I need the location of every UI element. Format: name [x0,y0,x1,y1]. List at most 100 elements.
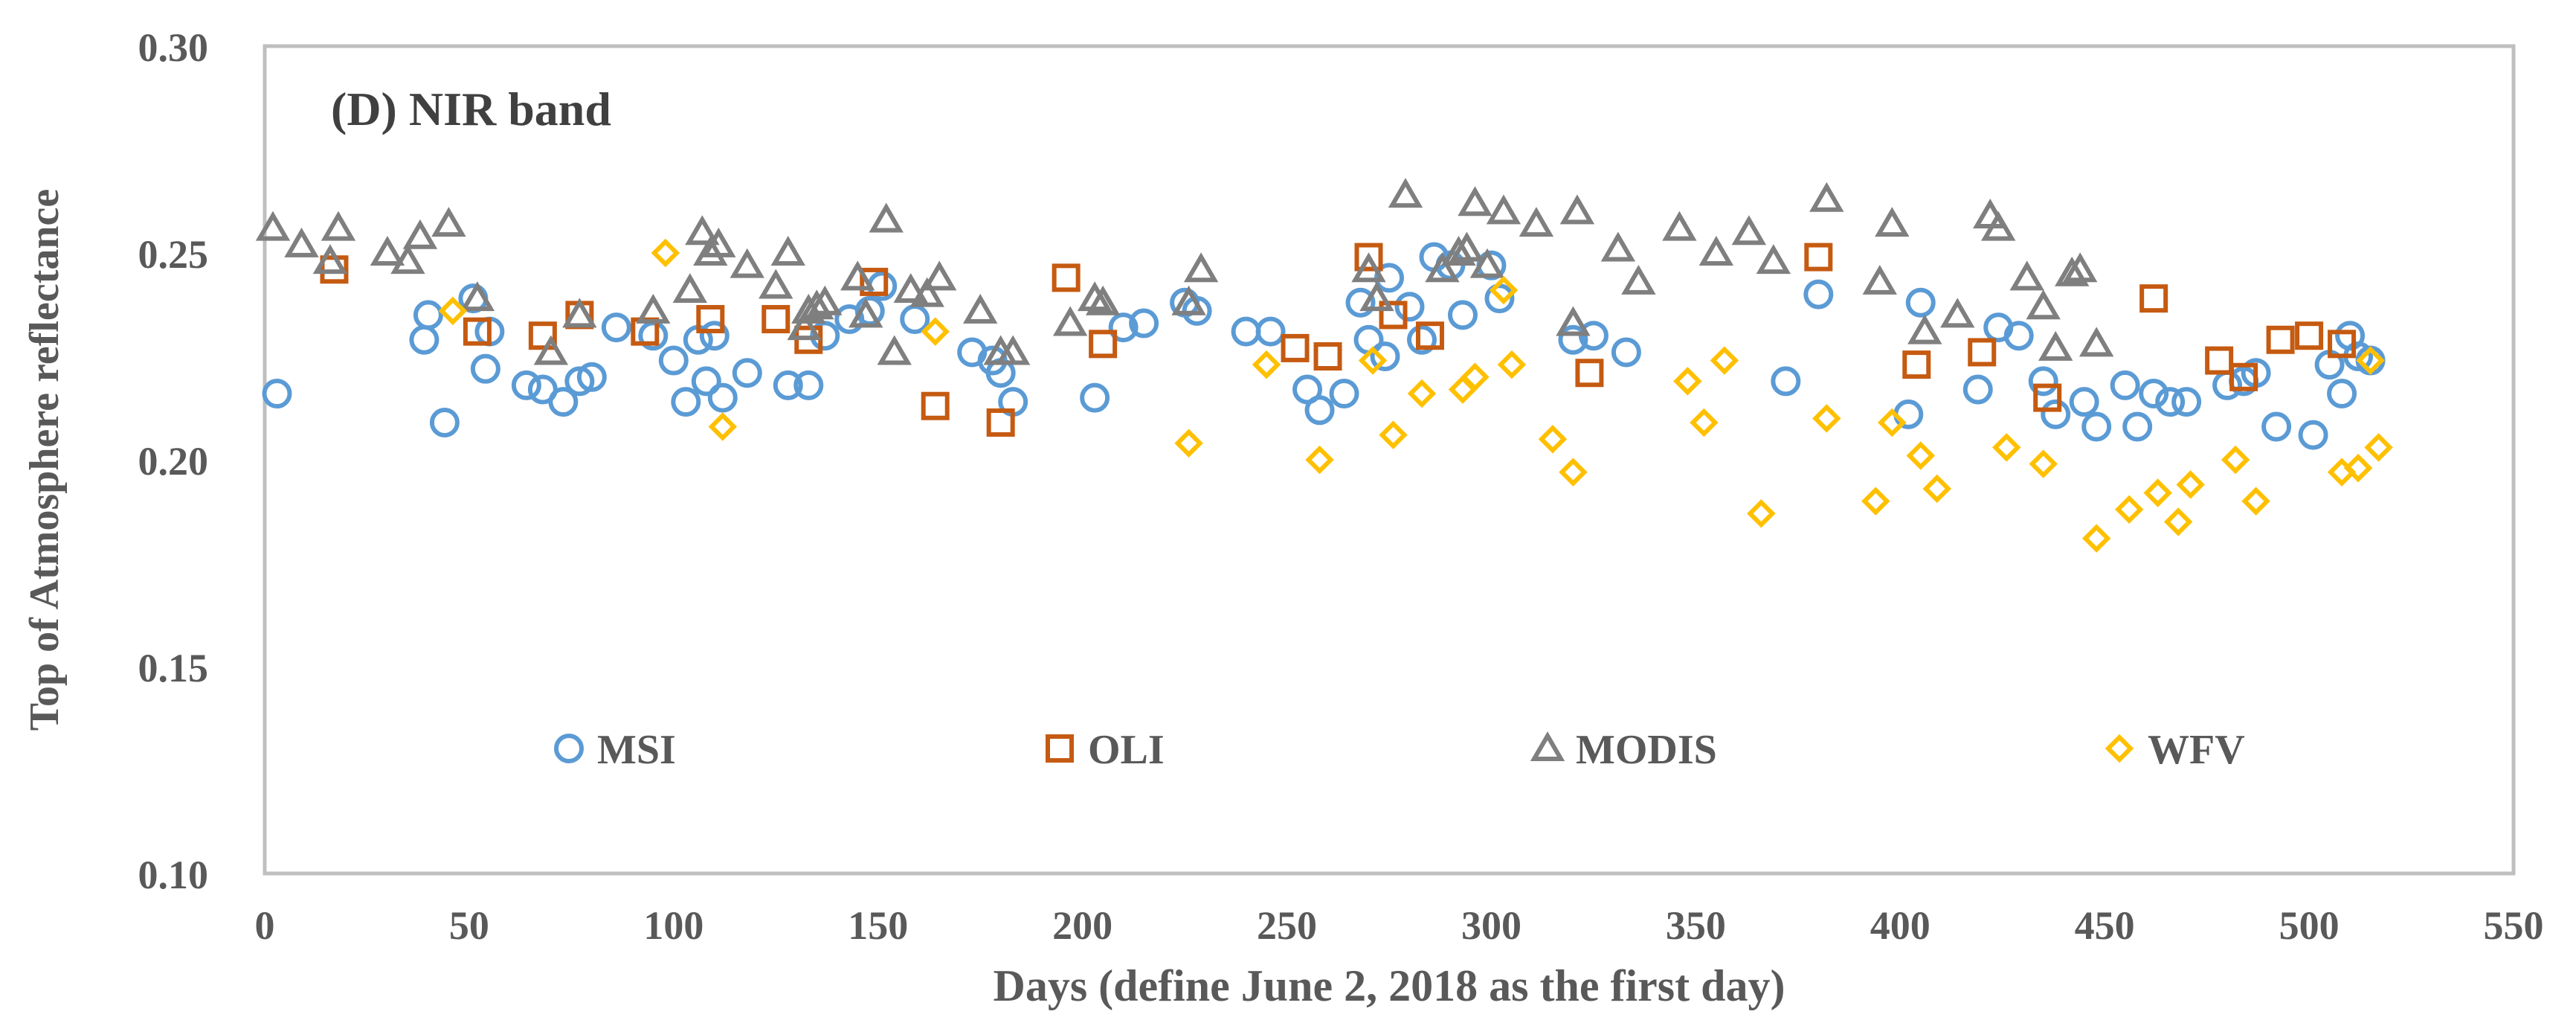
msi-point [1329,379,1359,409]
oli-point [2205,346,2234,375]
x-tick-label: 550 [2484,903,2544,948]
msi-point [548,387,579,417]
x-tick-label: 0 [255,903,275,948]
modis-point [1731,215,1767,246]
msi-point [429,407,460,437]
wfv-point [1747,499,1776,528]
msi-point [2139,379,2169,409]
wfv-point [1358,346,1388,375]
msi-point [2041,399,2071,429]
msi-point [2028,366,2058,397]
data-marks [255,178,2393,553]
msi-point [1803,279,1834,310]
wfv-point [438,296,468,326]
wfv-point [1252,350,1281,379]
oli-point [2229,362,2258,391]
oli-point [921,391,950,420]
modis-point [921,260,957,291]
msi-point [2171,387,2202,417]
modis-point [1940,298,1975,328]
modis-point [799,289,834,320]
oli-point [1052,263,1081,292]
wfv-point [2029,449,2058,478]
wfv-point [1538,424,1568,454]
modis-point [1662,211,1697,241]
modis-point [701,227,736,257]
modis-point [672,273,708,304]
msi-point [601,312,631,343]
modis-point [390,244,425,275]
msi-point [1447,300,1478,330]
msi-point [1394,292,1425,322]
modis-point [431,207,466,237]
modis-point [321,211,356,241]
x-tick-label: 150 [848,903,908,948]
oli-point [1804,243,1833,272]
oli-point [761,304,790,333]
wfv-point [1379,420,1408,449]
legend-label: OLI [1088,727,1165,773]
oli-point [1575,359,1604,388]
wfv-point [1878,408,1907,437]
modis-point [840,260,875,291]
modis-point [284,227,319,257]
msi-point [511,370,541,400]
msi-point [262,379,292,409]
wfv-point [1922,474,1951,504]
modis-point [1809,182,1844,212]
oli-point [1902,350,1931,379]
msi-point [564,366,595,397]
wfv-point [2241,487,2270,516]
y-tick-label: 0.20 [138,439,209,484]
modis-point [636,293,671,324]
legend-entry-wfv: WFV [2105,727,2245,773]
msi-point [2003,321,2034,351]
x-tick-label: 100 [643,903,703,948]
modis-point [1052,306,1088,336]
modis-point [1907,314,1942,344]
wfv-point [2114,495,2144,524]
oli-point [528,321,557,350]
msi-point [793,370,824,400]
modis-point [1862,264,1897,295]
wfv-point [921,317,950,346]
msi-point [691,366,721,397]
msi-point [2122,411,2153,442]
modis-point [877,335,912,365]
wfv-point [2143,478,2172,507]
y-tick-label: 0.30 [138,25,209,70]
msi-point [699,321,730,351]
wfv-point [2163,507,2193,536]
wfv-point [1461,362,1490,392]
plot-area-border [263,44,2516,876]
modis-point [562,298,597,328]
modis-point [2009,260,2044,291]
msi-point [1406,324,1437,355]
modis-point [1756,244,1791,275]
legend-entry-oli: OLI [1046,727,1165,773]
legend-marker-oli [1046,734,1074,763]
x-tick-label: 200 [1052,903,1112,948]
modis-point [312,244,348,275]
legend: MSI OLI MODIS WFV [554,727,2245,773]
oli-point [2328,330,2357,359]
wfv-point [1906,441,1936,470]
oli-point [860,267,889,296]
wfv-point [1690,408,1719,437]
wfv-point [1673,367,1702,396]
modis-point [1359,281,1394,312]
wfv-point [651,238,680,268]
wfv-point [1559,458,1588,487]
oli-point [1379,301,1408,330]
modis-point [770,236,805,266]
modis-point [2038,330,2073,361]
y-tick-label: 0.25 [138,232,209,277]
modis-point [1449,231,1484,262]
x-tick-label: 300 [1461,903,1522,948]
wfv-point [2221,445,2250,475]
oli-point [2295,321,2324,350]
msi-point [2069,387,2099,417]
wfv-point [1861,487,1890,516]
modis-point [995,335,1031,365]
